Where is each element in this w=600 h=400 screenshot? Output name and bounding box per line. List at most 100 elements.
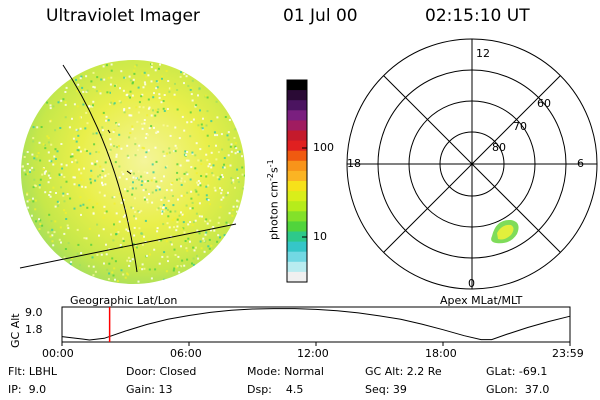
image-speckle — [231, 214, 234, 217]
image-speckle — [202, 237, 205, 240]
image-speckle — [109, 91, 111, 94]
image-speckle — [230, 181, 233, 184]
image-speckle — [122, 89, 125, 92]
image-speckle — [126, 259, 129, 262]
image-speckle — [191, 152, 194, 155]
image-speckle — [60, 173, 63, 176]
image-speckle — [107, 173, 110, 175]
image-speckle — [180, 183, 183, 186]
image-speckle — [122, 173, 125, 176]
image-speckle — [155, 189, 158, 192]
image-speckle — [99, 174, 102, 177]
image-speckle — [59, 165, 62, 168]
image-speckle — [165, 189, 168, 192]
image-speckle — [153, 248, 156, 251]
image-speckle — [78, 146, 81, 149]
image-speckle — [117, 124, 120, 127]
image-speckle — [150, 125, 153, 128]
image-speckle — [64, 103, 67, 106]
image-speckle — [128, 136, 131, 139]
image-speckle — [129, 186, 132, 189]
image-speckle — [141, 146, 144, 149]
image-speckle — [194, 188, 197, 191]
image-speckle — [127, 230, 130, 232]
image-speckle — [144, 136, 147, 139]
image-speckle — [208, 145, 210, 148]
image-speckle — [173, 248, 176, 251]
image-speckle — [158, 93, 161, 96]
image-speckle — [140, 209, 143, 212]
image-speckle — [29, 170, 31, 173]
image-speckle — [216, 116, 219, 119]
polar-panel-label: Apex MLat/MLT — [440, 294, 523, 307]
image-speckle — [83, 237, 86, 240]
image-speckle — [202, 117, 204, 120]
image-speckle — [126, 190, 129, 193]
image-speckle — [42, 143, 45, 146]
image-speckle — [144, 219, 147, 222]
image-speckle — [103, 78, 106, 81]
image-speckle — [60, 143, 63, 145]
image-speckle — [74, 159, 77, 162]
image-speckle — [176, 221, 179, 224]
image-speckle — [151, 191, 154, 194]
image-speckle — [92, 71, 95, 74]
image-speckle — [192, 257, 195, 260]
image-speckle — [157, 67, 160, 70]
image-speckle — [96, 202, 99, 205]
image-speckle — [146, 114, 149, 117]
image-speckle — [113, 102, 116, 105]
image-speckle — [168, 147, 171, 150]
image-speckle — [211, 227, 214, 230]
image-speckle — [41, 173, 44, 176]
image-speckle — [115, 155, 118, 158]
image-speckle — [204, 94, 207, 97]
image-speckle — [184, 150, 187, 153]
image-speckle — [147, 149, 150, 152]
image-speckle — [77, 134, 80, 137]
image-speckle — [135, 64, 138, 67]
image-speckle — [129, 96, 131, 99]
image-speckle — [96, 223, 99, 226]
image-speckle — [70, 261, 73, 264]
image-speckle — [140, 184, 143, 186]
image-speckle — [176, 265, 179, 268]
image-speckle — [77, 243, 80, 246]
image-speckle — [129, 90, 132, 93]
image-speckle — [157, 236, 160, 239]
image-speckle — [174, 210, 177, 213]
image-speckle — [185, 247, 188, 250]
image-speckle — [223, 157, 226, 159]
mlt-label-12: 12 — [476, 47, 490, 60]
image-speckle — [212, 164, 215, 167]
image-speckle — [55, 192, 57, 194]
image-speckle — [99, 165, 102, 168]
image-speckle — [145, 133, 148, 135]
image-speckle — [163, 155, 166, 157]
image-speckle — [138, 178, 140, 181]
image-speckle — [110, 63, 113, 66]
image-speckle — [183, 129, 186, 132]
image-speckle — [135, 187, 138, 190]
image-speckle — [93, 143, 96, 146]
image-speckle — [165, 270, 168, 273]
image-speckle — [32, 186, 35, 189]
image-speckle — [137, 86, 140, 89]
image-speckle — [198, 215, 201, 218]
image-speckle — [110, 233, 112, 236]
image-speckle — [135, 106, 138, 109]
image-speckle — [150, 80, 153, 83]
latitude-line — [19, 223, 237, 269]
image-speckle — [185, 154, 188, 157]
image-speckle — [225, 221, 228, 224]
image-speckle — [194, 154, 197, 157]
image-speckle — [150, 179, 153, 182]
image-speckle — [47, 181, 50, 184]
image-speckle — [212, 226, 215, 228]
image-speckle — [107, 92, 110, 95]
image-speckle — [40, 126, 43, 128]
image-speckle — [110, 69, 113, 72]
image-speckle — [168, 226, 171, 229]
image-speckle — [133, 72, 136, 75]
image-speckle — [234, 152, 237, 155]
